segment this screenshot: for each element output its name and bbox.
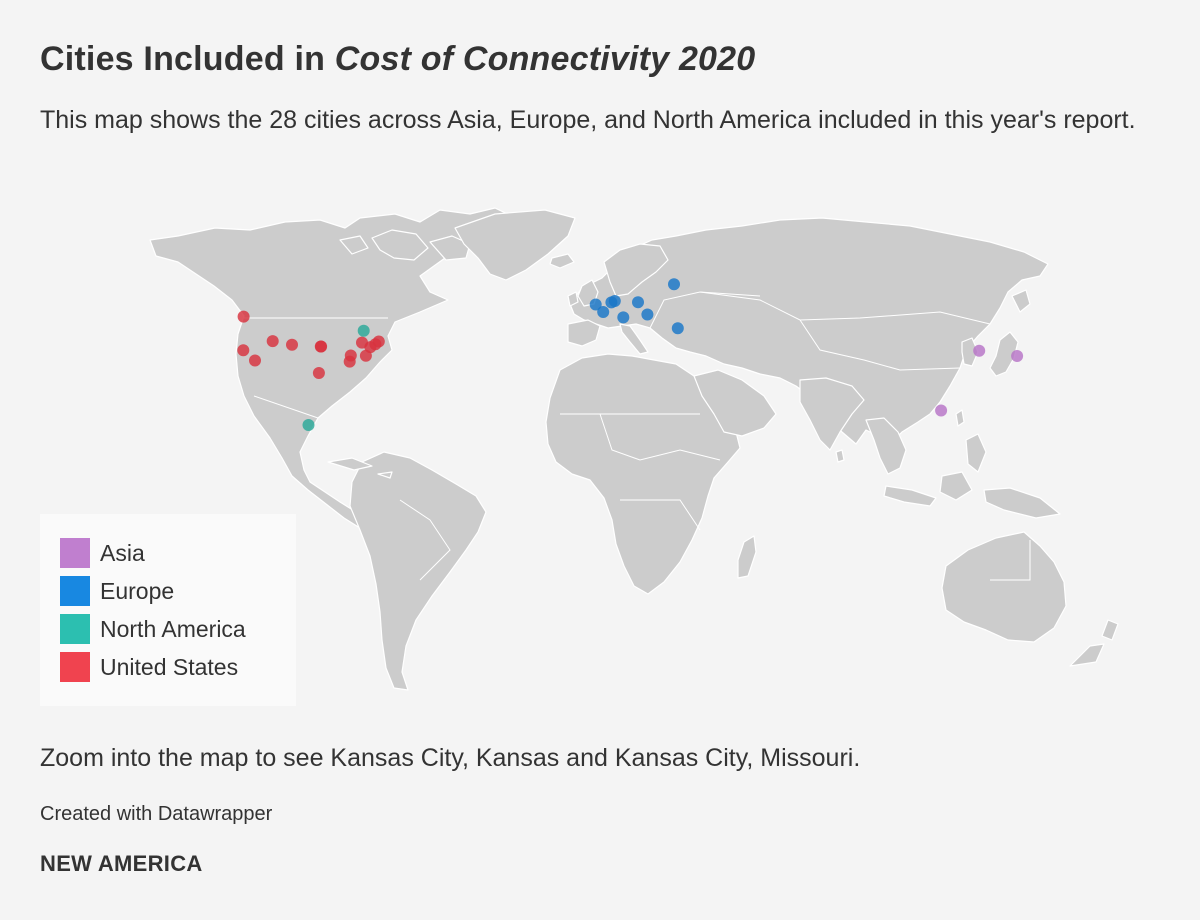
legend-label: United States (100, 653, 239, 680)
legend-swatch-europe (60, 576, 90, 606)
madagascar (737, 535, 757, 579)
iberia (567, 319, 601, 347)
city-marker-united-states[interactable] (359, 349, 372, 362)
city-marker-europe[interactable] (597, 306, 610, 318)
southern-africa-borders (620, 499, 701, 531)
city-marker-asia[interactable] (973, 344, 986, 357)
arabian-peninsula (693, 369, 777, 437)
south-america (349, 451, 487, 691)
legend-swatch-asia (60, 538, 90, 568)
city-marker-europe[interactable] (617, 311, 630, 324)
city-marker-united-states[interactable] (344, 349, 357, 362)
iceland (549, 253, 575, 269)
city-marker-europe[interactable] (632, 296, 644, 309)
scandinavia (603, 243, 669, 297)
city-marker-united-states[interactable] (237, 310, 250, 323)
korea (961, 337, 979, 367)
country-borders (244, 291, 1031, 581)
legend-label: Europe (100, 577, 175, 604)
city-marker-north-america[interactable] (357, 324, 370, 337)
city-markers (237, 278, 1024, 431)
city-marker-asia[interactable] (935, 404, 948, 417)
north-america-landmass (149, 207, 531, 529)
new-zealand (1069, 619, 1119, 667)
legend-swatch-north-america (60, 614, 90, 644)
title-prefix: Cities Included in (40, 40, 335, 78)
zoom-note: Zoom into the map to see Kansas City, Ka… (40, 744, 861, 772)
eastern-europe-border (649, 291, 761, 329)
china-border (799, 319, 961, 371)
city-marker-united-states[interactable] (249, 354, 261, 367)
southeast-asia (865, 417, 907, 475)
central-africa-borders (599, 413, 721, 461)
city-marker-united-states[interactable] (314, 340, 327, 353)
greenland (454, 209, 576, 281)
datawrapper-credit[interactable]: Created with Datawrapper (40, 803, 273, 825)
city-marker-united-states[interactable] (237, 344, 250, 357)
australia (941, 531, 1067, 643)
taiwan-philippines (955, 409, 987, 473)
japan (989, 289, 1031, 377)
world-map[interactable] (0, 200, 1200, 700)
new-america-logo: NEW AMERICA (40, 851, 203, 876)
arctic-islands (339, 229, 471, 261)
legend-label: Asia (100, 539, 145, 566)
city-marker-europe[interactable] (608, 295, 621, 307)
italy (619, 323, 649, 355)
city-marker-europe[interactable] (668, 278, 680, 291)
legend-item-europe[interactable]: Europe (60, 576, 174, 606)
legend-label: North America (100, 615, 246, 642)
legend-item-united-states[interactable]: United States (60, 652, 238, 682)
sri-lanka (835, 449, 845, 463)
city-marker-europe[interactable] (641, 308, 654, 321)
city-marker-united-states[interactable] (286, 338, 298, 351)
city-marker-united-states[interactable] (266, 335, 279, 348)
australia-borders (990, 540, 1031, 581)
caribbean-islands (327, 457, 393, 479)
city-marker-europe[interactable] (589, 298, 602, 311)
eurasia (569, 217, 1049, 445)
map-title: Cities Included in Cost of Connectivity … (40, 40, 1160, 79)
indonesia (883, 471, 1061, 519)
us-mexico-border (253, 395, 319, 419)
city-marker-united-states[interactable] (372, 335, 385, 348)
city-marker-asia[interactable] (1011, 350, 1024, 362)
legend-item-asia[interactable]: Asia (60, 538, 145, 568)
city-marker-united-states[interactable] (356, 336, 368, 349)
legend-item-north-america[interactable]: North America (60, 614, 246, 644)
map-subtitle: This map shows the 28 cities across Asia… (40, 106, 1136, 134)
world-map-svg[interactable] (0, 200, 1200, 700)
russia-border (699, 291, 991, 325)
city-marker-north-america[interactable] (302, 419, 315, 431)
south-america-borders (399, 499, 451, 581)
legend: Asia Europe North America United States (40, 514, 296, 706)
city-marker-united-states[interactable] (312, 367, 325, 379)
city-marker-europe[interactable] (671, 322, 684, 335)
title-report-name: Cost of Connectivity 2020 (334, 40, 756, 78)
indian-subcontinent (799, 377, 865, 451)
legend-swatch-united-states (60, 652, 90, 682)
